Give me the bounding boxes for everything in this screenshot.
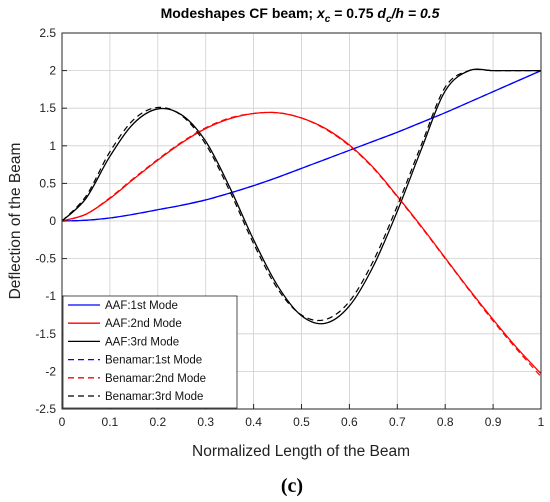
y-tick-label: -0.5	[35, 252, 56, 266]
y-tick-label: -1.5	[35, 327, 56, 341]
x-tick-label: 0.4	[245, 415, 262, 429]
y-tick-label: -2	[45, 364, 56, 378]
legend-label: AAF:3rd Mode	[105, 336, 179, 348]
y-tick-label: -1	[45, 289, 56, 303]
y-axis-label: Deflection of the Beam	[7, 143, 24, 300]
x-tick-label: 0.1	[102, 415, 119, 429]
series-line-aaf-3rd-mode	[61, 68, 541, 325]
y-tick-label: 0	[49, 214, 56, 228]
legend-box	[62, 295, 238, 409]
legend-label: AAF:1st Mode	[105, 300, 178, 312]
x-axis-label: Normalized Length of the Beam	[192, 443, 410, 460]
x-tick-label: 0.5	[293, 415, 310, 429]
series-line-benamar-3rd-mode	[61, 68, 541, 322]
x-tick-label: 0.8	[437, 415, 454, 429]
chart-title: Modeshapes CF beam; xc = 0.75 dc/h = 0.5	[161, 5, 440, 25]
y-tick-label: 1	[49, 139, 56, 153]
series-line-aaf-1st-mode	[61, 70, 542, 222]
legend-label: Benamar:1st Mode	[105, 355, 202, 367]
y-tick-label: 1.5	[39, 101, 56, 115]
y-tick-label: 2	[49, 64, 56, 78]
x-tick-label: 0.6	[341, 415, 358, 429]
figure-caption: (c)	[281, 475, 303, 497]
x-tick-label: 1	[538, 415, 545, 429]
x-tick-label: 0.2	[149, 415, 166, 429]
y-axis-ticks: -2.5 -2 -1.5 -1 -0.5 0 0.5 1 1.5 2 2.5	[35, 26, 67, 416]
series-lines	[61, 68, 542, 378]
x-tick-label: 0.7	[389, 415, 406, 429]
x-tick-label: 0.9	[485, 415, 502, 429]
y-tick-label: 0.5	[39, 176, 56, 190]
legend: AAF:1st Mode AAF:2nd Mode AAF:3rd Mode Bena…	[62, 295, 238, 409]
x-tick-label: 0.3	[197, 415, 214, 429]
legend-label: Benamar:2nd Mode	[105, 373, 206, 385]
legend-label: AAF:2nd Mode	[105, 318, 182, 330]
x-tick-label: 0	[59, 415, 66, 429]
x-axis-ticks: 0 0.1 0.2 0.3 0.4 0.5 0.6 0.7 0.8 0.9 1	[59, 404, 545, 429]
series-line-benamar-2nd-mode	[61, 111, 542, 378]
y-tick-label: 2.5	[39, 26, 56, 40]
y-tick-label: -2.5	[35, 402, 56, 416]
legend-label: Benamar:3rd Mode	[105, 391, 203, 403]
